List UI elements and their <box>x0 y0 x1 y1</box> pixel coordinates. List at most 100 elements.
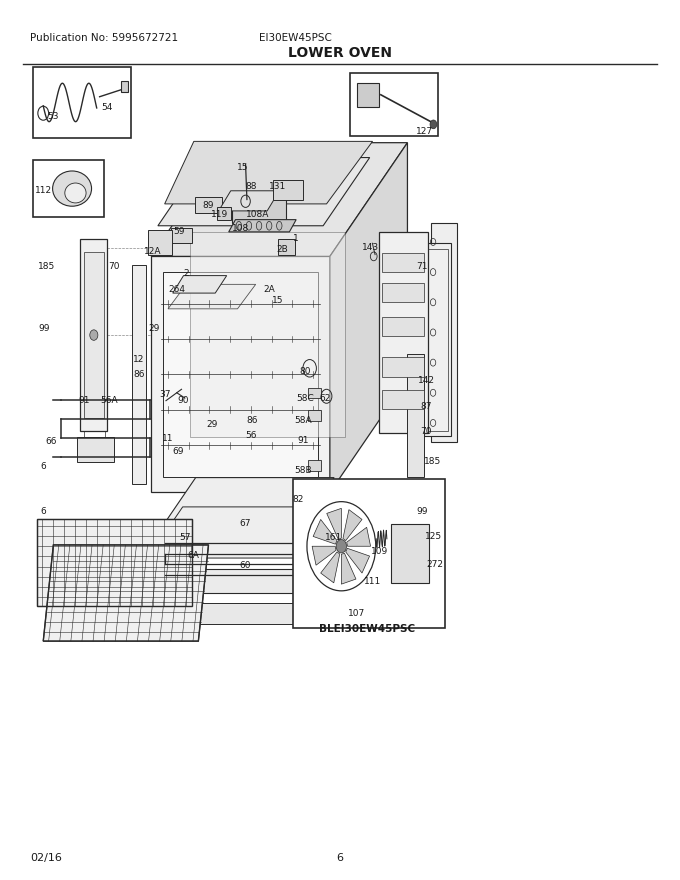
Text: 112: 112 <box>35 187 52 195</box>
Polygon shape <box>37 518 192 606</box>
Ellipse shape <box>256 222 262 231</box>
Text: 119: 119 <box>211 210 228 219</box>
Text: 264: 264 <box>168 285 185 294</box>
Ellipse shape <box>246 222 252 231</box>
Text: 57: 57 <box>179 533 190 542</box>
Text: 185: 185 <box>424 458 442 466</box>
Text: 6: 6 <box>337 853 343 863</box>
Text: 6A: 6A <box>187 551 199 560</box>
Text: 53: 53 <box>48 112 59 121</box>
Text: 142: 142 <box>418 376 435 385</box>
Text: 59: 59 <box>173 227 185 237</box>
Text: 11: 11 <box>163 434 174 443</box>
Text: 6: 6 <box>40 507 46 517</box>
Polygon shape <box>195 197 222 213</box>
Bar <box>307 460 321 471</box>
Text: 109: 109 <box>371 547 388 556</box>
Bar <box>33 160 104 217</box>
Bar <box>307 410 321 421</box>
Text: 108A: 108A <box>246 210 269 219</box>
Text: 125: 125 <box>424 532 441 540</box>
Polygon shape <box>321 552 340 583</box>
Bar <box>350 73 438 136</box>
Ellipse shape <box>236 222 241 231</box>
Text: 90: 90 <box>177 396 189 405</box>
Text: 15: 15 <box>237 163 248 172</box>
Text: 29: 29 <box>149 324 160 333</box>
Polygon shape <box>343 510 362 540</box>
Text: 185: 185 <box>38 262 55 271</box>
Polygon shape <box>148 507 347 558</box>
Bar <box>424 243 452 436</box>
Text: 80: 80 <box>299 367 311 377</box>
Polygon shape <box>44 545 209 642</box>
Text: 86: 86 <box>247 416 258 425</box>
Text: 56A: 56A <box>101 396 118 405</box>
Text: 161: 161 <box>324 533 342 542</box>
Text: 89: 89 <box>203 202 214 210</box>
Bar <box>148 231 172 254</box>
Bar <box>407 355 424 477</box>
Bar <box>84 250 105 447</box>
Polygon shape <box>312 546 336 565</box>
Bar <box>80 238 107 431</box>
Text: 70: 70 <box>108 262 120 271</box>
Text: 29: 29 <box>206 420 218 429</box>
Ellipse shape <box>65 183 86 203</box>
Bar <box>382 253 424 272</box>
Text: 12: 12 <box>133 355 145 364</box>
Polygon shape <box>326 509 341 539</box>
Text: 2B: 2B <box>277 245 288 253</box>
Text: 67: 67 <box>240 518 252 528</box>
Text: 56: 56 <box>245 431 257 440</box>
Polygon shape <box>163 272 318 477</box>
Text: 60: 60 <box>240 561 252 569</box>
Text: 272: 272 <box>426 560 443 568</box>
Text: 99: 99 <box>39 324 50 333</box>
Text: 143: 143 <box>362 243 379 253</box>
Bar <box>33 67 131 138</box>
Polygon shape <box>190 232 345 437</box>
Text: 58A: 58A <box>294 416 311 425</box>
Bar <box>392 524 429 583</box>
Polygon shape <box>165 478 334 523</box>
Text: 2A: 2A <box>263 285 275 294</box>
Text: 127: 127 <box>415 127 433 136</box>
Text: 2: 2 <box>184 269 189 278</box>
Bar <box>307 387 321 398</box>
Text: 37: 37 <box>159 390 171 399</box>
Text: 99: 99 <box>417 507 428 517</box>
Text: 131: 131 <box>269 182 286 191</box>
Text: BLEI30EW45PSC: BLEI30EW45PSC <box>319 624 415 634</box>
Text: 87: 87 <box>420 402 432 411</box>
Bar <box>133 265 146 484</box>
Bar <box>232 197 286 224</box>
Bar <box>428 249 448 431</box>
Text: 58B: 58B <box>294 466 311 475</box>
Text: 1: 1 <box>293 234 299 244</box>
Ellipse shape <box>52 171 92 206</box>
Bar <box>144 603 309 624</box>
Bar <box>379 232 428 433</box>
Text: 69: 69 <box>173 447 184 456</box>
Bar <box>382 283 424 302</box>
Text: 15: 15 <box>272 296 284 304</box>
Ellipse shape <box>277 222 282 231</box>
Polygon shape <box>347 527 371 546</box>
Text: Publication No: 5995672721: Publication No: 5995672721 <box>30 33 178 43</box>
Polygon shape <box>151 143 407 256</box>
Polygon shape <box>330 143 407 493</box>
Bar <box>121 81 128 92</box>
Text: 91: 91 <box>297 436 309 444</box>
Text: 70: 70 <box>420 427 432 436</box>
Bar <box>84 252 104 418</box>
Text: 107: 107 <box>348 609 365 618</box>
Bar <box>382 317 424 336</box>
Text: 02/16: 02/16 <box>30 853 62 863</box>
Polygon shape <box>171 229 192 243</box>
Bar <box>293 480 445 628</box>
Text: 6: 6 <box>40 462 46 471</box>
Text: 66: 66 <box>46 437 57 446</box>
Polygon shape <box>158 158 370 226</box>
Bar <box>77 437 114 462</box>
